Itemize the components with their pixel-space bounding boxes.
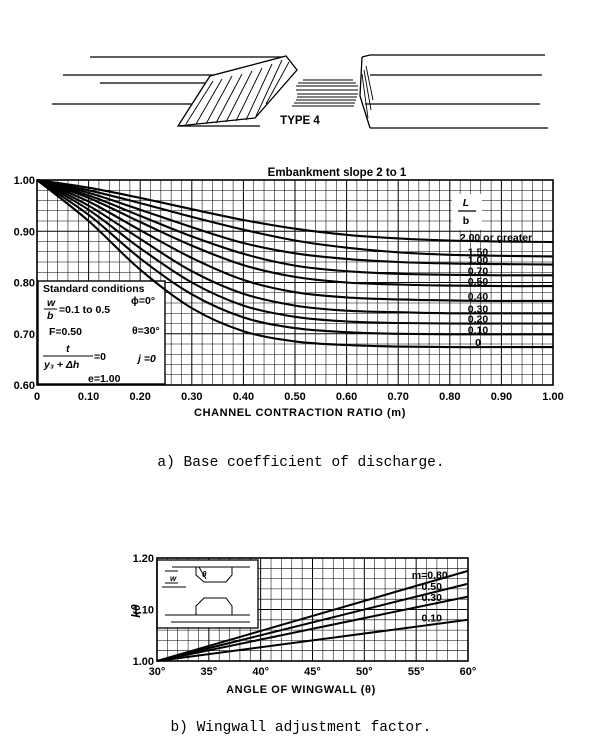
inset-w: w — [170, 574, 177, 583]
chart-a-series-label: 0.40 — [468, 291, 489, 303]
chart-b-series-group — [156, 569, 469, 662]
chart-b-xlabel: ANGLE OF WINGWALL (θ) — [226, 684, 376, 696]
chart-b-xtick-label: 30° — [149, 666, 166, 678]
chart-a-series-label: 1.00 — [468, 255, 489, 267]
chart-a-series-label: 1.50 — [468, 246, 489, 258]
cond-w-num: w — [47, 297, 56, 309]
chart-a-series-line — [36, 179, 553, 336]
chart-a-xtick-label: 0.40 — [233, 391, 254, 403]
chart-b-ytick-label: 1.10 — [133, 605, 154, 617]
chart-a-conditions-box — [37, 280, 166, 385]
chart-a-xtick-label: 0.20 — [129, 391, 150, 403]
chart-a-series-line — [36, 179, 554, 288]
cond-w-range: =0.1 to 0.5 — [59, 304, 110, 316]
chart-b-xtick-label: 45° — [304, 666, 321, 678]
cond-F: F=0.50 — [49, 326, 82, 338]
chart-b-series-line — [156, 569, 469, 662]
chart-a-ytick-label: 0.80 — [14, 278, 35, 290]
chart-b-series-line — [156, 618, 469, 662]
inset-theta: θ — [202, 570, 207, 579]
chart-a: 0 0.10 0.20 0.30 0.40 0.50 0.60 0.70 0.80 0.90 1.0… — [14, 167, 564, 419]
chart-b-xtick-label: 35° — [201, 666, 218, 678]
chart-a-xtick-label: 0.10 — [78, 391, 99, 403]
chart-b-series-label: 0.50 — [421, 581, 442, 593]
standard-conditions: Standard conditions w b =0.1 to 0.5 ϕ=0°… — [43, 283, 160, 385]
chart-a-param-label: L b — [452, 194, 482, 230]
chart-b-ticks: 30° 35° 40° 45° 50° 55° 60° 1.00 1.10 1.20 — [133, 553, 477, 678]
param-label-top: L — [463, 197, 469, 209]
chart-b-ytick-label: 1.00 — [133, 656, 154, 668]
chart-a-ytick-label: 0.60 — [14, 380, 35, 392]
chart-b-series-labels: m=0.800.500.30 0.10 — [412, 569, 448, 624]
chart-b-series-label: m=0.80 — [412, 569, 448, 581]
chart-a-xtick-label: 0.30 — [181, 391, 202, 403]
chart-b-xtick-label: 50° — [356, 666, 373, 678]
chart-a-title: Embankment slope 2 to 1 — [268, 167, 407, 179]
chart-b-ytick-label: 1.20 — [133, 553, 154, 565]
chart-a-xtick-label: 0.90 — [491, 391, 512, 403]
chart-a-ytick-label: 1.00 — [14, 175, 35, 187]
chart-a-ytick-label: 0.70 — [14, 329, 35, 341]
chart-b-series-line — [156, 582, 469, 662]
chart-a-series-line — [36, 178, 554, 277]
chart-a-series-line — [36, 179, 553, 315]
chart-a-series-line — [36, 179, 553, 349]
cond-t-den: y₃ + Δh — [43, 359, 79, 371]
type4-diagram — [52, 54, 548, 129]
chart-a-series-label: 0.10 — [468, 324, 489, 336]
chart-a-series-labels: 2.00 or greater1.501.000.700.500.400.300… — [460, 232, 532, 349]
conditions-heading: Standard conditions — [43, 283, 145, 295]
chart-a-xtick-label: 0.70 — [387, 391, 408, 403]
param-label-bottom: b — [463, 215, 469, 227]
chart-a-xtick-label: 0 — [34, 391, 40, 403]
cond-phi: ϕ=0° — [131, 295, 155, 307]
chart-b-frame — [156, 557, 469, 662]
chart-a-xtick-label: 0.80 — [439, 391, 460, 403]
cond-t-num: t — [66, 343, 70, 355]
chart-a-series-line — [36, 178, 554, 244]
caption-a: a) Base coefficient of discharge. — [157, 455, 444, 471]
chart-a-xtick-label: 1.00 — [542, 391, 563, 403]
chart-b-series-label: 0.10 — [421, 613, 442, 625]
cond-j: j =0 — [136, 353, 156, 365]
chart-b: w θ 30° 35° 40° 45° 50° 55° 60° 1.00 1.10 1.20 m=… — [129, 553, 476, 696]
chart-a-xlabel: CHANNEL CONTRACTION RATIO (m) — [194, 407, 406, 419]
chart-a-series-line — [36, 179, 554, 302]
wingwall-inset: w θ — [156, 559, 259, 629]
chart-a-ytick-label: 0.90 — [14, 226, 35, 238]
caption-b: b) Wingwall adjustment factor. — [170, 720, 431, 736]
cond-theta: θ=30° — [132, 325, 160, 337]
chart-a-series-label: 0.50 — [468, 276, 489, 288]
cond-e: e=1.00 — [88, 373, 121, 385]
chart-a-series-label: 0.30 — [468, 303, 489, 315]
chart-a-frame — [36, 179, 554, 386]
chart-b-xtick-label: 55° — [408, 666, 425, 678]
chart-a-series-label: 0 — [475, 337, 481, 349]
chart-b-ylabel: kθ — [129, 604, 143, 618]
chart-a-series-line — [36, 178, 554, 266]
chart-b-series-line — [156, 595, 469, 662]
chart-a-ticks: 0 0.10 0.20 0.30 0.40 0.50 0.60 0.70 0.80 0.90 1.0… — [14, 175, 564, 403]
chart-a-xtick-label: 0.60 — [336, 391, 357, 403]
chart-a-series-group — [36, 178, 554, 349]
chart-a-series-label: 0.20 — [468, 314, 489, 326]
chart-a-series-label: 0.70 — [468, 265, 489, 277]
chart-b-xtick-label: 40° — [252, 666, 269, 678]
chart-b-xtick-label: 60° — [460, 666, 477, 678]
cond-w-den: b — [47, 310, 54, 322]
chart-a-xtick-label: 0.50 — [284, 391, 305, 403]
type-label: TYPE 4 — [280, 115, 320, 127]
chart-a-series-line — [36, 178, 554, 258]
chart-a-series-label: 2.00 or greater — [460, 232, 532, 244]
chart-b-series-label: 0.30 — [421, 592, 442, 604]
cond-t-eq: =0 — [94, 351, 106, 363]
chart-a-series-line — [36, 179, 553, 325]
